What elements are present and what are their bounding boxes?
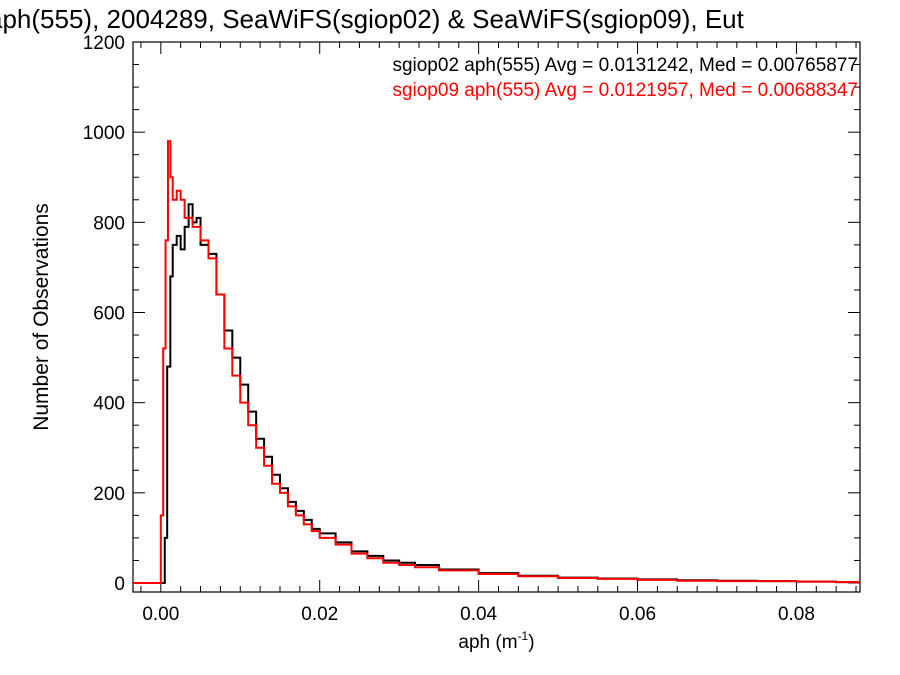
x-tick-label: 0.08 (778, 604, 815, 625)
y-tick-label: 0 (114, 574, 125, 595)
y-tick-label: 400 (93, 394, 125, 415)
y-axis-label: Number of Observations (30, 203, 53, 431)
y-tick-label: 600 (93, 303, 125, 324)
y-tick-label: 800 (93, 213, 125, 234)
y-tick-label: 1200 (83, 33, 125, 54)
plot-frame (132, 41, 861, 593)
x-tick-label: 0.00 (142, 604, 179, 625)
x-tick-label: 0.06 (619, 604, 656, 625)
y-tick-label: 200 (93, 484, 125, 505)
legend-entry-1: sgiop02 aph(555) Avg = 0.0131242, Med = … (392, 55, 858, 76)
legend-entry-2: sgiop09 aph(555) Avg = 0.0121957, Med = … (392, 80, 858, 101)
series-2-line (133, 140, 860, 584)
y-tick-label: 1000 (83, 123, 125, 144)
x-tick-label: 0.04 (460, 604, 497, 625)
series-1-line (133, 203, 860, 584)
chart-title: aph(555), 2004289, SeaWiFS(sgiop02) & Se… (0, 4, 744, 34)
x-tick-label: 0.02 (301, 604, 338, 625)
x-axis-label: aph (m-1) (458, 629, 534, 653)
